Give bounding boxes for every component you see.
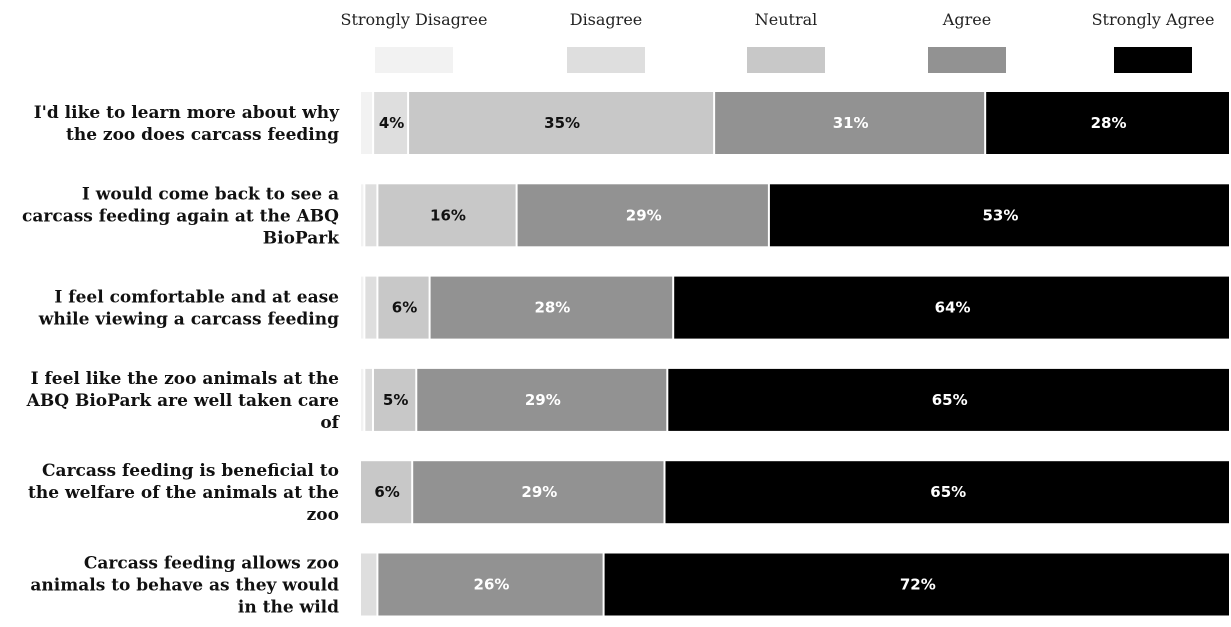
- bar-segment: [517, 184, 768, 247]
- bar-segment: [373, 368, 416, 431]
- legend: Strongly Disagree Disagree Neutral Agree Str…: [341, 10, 1215, 73]
- legend-item: Disagree: [567, 10, 645, 73]
- legend-item: Agree: [928, 10, 1006, 73]
- bar-row: 4% 35% 31% 28%: [361, 92, 1229, 154]
- legend-label: Strongly Agree: [1092, 10, 1215, 29]
- bar-segment: [365, 276, 377, 339]
- legend-item: Neutral: [747, 10, 825, 73]
- legend-label: Disagree: [570, 10, 643, 29]
- bar-segment: [409, 92, 714, 154]
- bar-segment: [361, 184, 364, 247]
- bar-segment: [361, 553, 377, 616]
- bar-segment: [378, 184, 516, 247]
- legend-swatch: [747, 47, 825, 73]
- legend-label: Neutral: [755, 10, 818, 29]
- bar-segment: [361, 368, 364, 431]
- bar-segment: [430, 276, 673, 339]
- bar-segment: [413, 461, 664, 524]
- bar-segment: [374, 92, 408, 154]
- bar-segment: [361, 92, 373, 154]
- bar-segment: [361, 461, 412, 524]
- bar-segment: [417, 368, 667, 431]
- bar-segment: [665, 461, 1229, 524]
- bar-segment: [715, 92, 985, 154]
- category-label: Carcass feeding allows zoo animals to beh…: [30, 554, 339, 618]
- category-label: I'd like to learn more about why the zoo …: [34, 103, 340, 145]
- legend-label: Strongly Disagree: [341, 10, 488, 29]
- category-labels: I'd like to learn more about why the zoo …: [22, 103, 341, 618]
- bar-segment: [668, 368, 1229, 431]
- category-label: I would come back to see a carcass feedin…: [22, 184, 340, 248]
- bar-segment: [986, 92, 1229, 154]
- bar-segment: [769, 184, 1229, 247]
- bar-row: 5% 29% 65%: [361, 368, 1229, 431]
- bar-row: 6% 29% 65%: [361, 461, 1229, 524]
- data-label: 35%: [544, 114, 580, 132]
- legend-swatch: [928, 47, 1006, 73]
- data-label: 6%: [374, 483, 399, 501]
- legend-label: Agree: [942, 10, 991, 29]
- data-label: 64%: [935, 299, 971, 317]
- data-label: 16%: [430, 206, 466, 224]
- data-label: 28%: [1091, 114, 1127, 132]
- data-label: 72%: [900, 576, 936, 594]
- bar-segment: [365, 368, 372, 431]
- bar-segment: [361, 276, 364, 339]
- legend-swatch: [567, 47, 645, 73]
- data-label: 65%: [930, 483, 966, 501]
- bar-row: 6% 28% 64%: [361, 276, 1229, 339]
- bar-row: 16% 29% 53%: [361, 184, 1229, 247]
- bar-segment: [674, 276, 1229, 339]
- legend-swatch: [375, 47, 453, 73]
- data-label: 29%: [521, 483, 557, 501]
- legend-item: Strongly Agree: [1092, 10, 1215, 73]
- data-label: 6%: [392, 299, 417, 317]
- bar-segment: [378, 553, 603, 616]
- data-label: 28%: [534, 299, 570, 317]
- bar-segment: [604, 553, 1229, 616]
- category-label: Carcass feeding is beneficial to the welf…: [28, 461, 339, 525]
- data-label: 53%: [982, 206, 1018, 224]
- data-label: 29%: [626, 206, 662, 224]
- data-label: 4%: [379, 114, 404, 132]
- legend-item: Strongly Disagree: [341, 10, 488, 73]
- legend-swatch: [1114, 47, 1192, 73]
- data-label: 29%: [525, 391, 561, 409]
- bars: 4% 35% 31% 28% 16% 29% 53% 6% 28% 64% 5% 29% 65% 6% 29…: [361, 92, 1229, 616]
- data-label: 65%: [932, 391, 968, 409]
- category-label: I feel comfortable and at ease while view…: [38, 288, 339, 330]
- data-label: 5%: [383, 391, 408, 409]
- data-label: 26%: [474, 576, 510, 594]
- category-label: I feel like the zoo animals at the ABQ Bi…: [26, 369, 341, 433]
- bar-segment: [365, 184, 377, 247]
- bar-segment: [378, 276, 429, 339]
- bar-row: 26% 72%: [361, 553, 1229, 616]
- data-label: 31%: [833, 114, 869, 132]
